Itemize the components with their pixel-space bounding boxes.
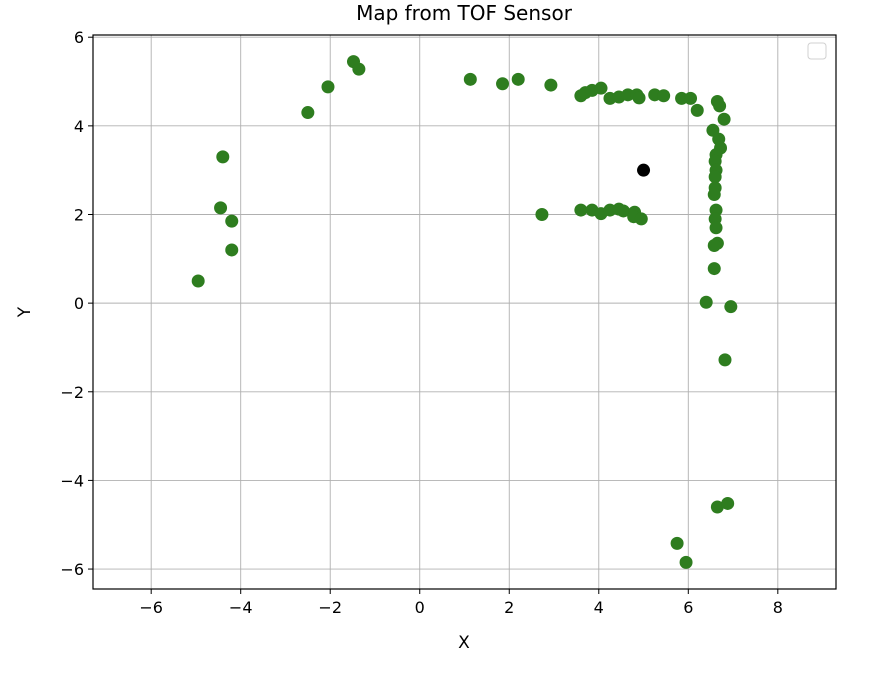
map-point <box>632 91 646 105</box>
map-point <box>634 212 648 226</box>
map-point <box>214 201 228 215</box>
map-point <box>463 72 477 86</box>
map-point <box>718 353 732 367</box>
map-point <box>675 91 689 105</box>
x-tick-label: 2 <box>504 598 514 617</box>
map-point <box>535 207 549 221</box>
map-point <box>721 496 735 510</box>
map-point <box>352 62 366 76</box>
map-point <box>544 78 558 92</box>
map-point <box>724 300 738 314</box>
x-tick-label: 0 <box>415 598 425 617</box>
y-axis-label: Y <box>15 306 35 318</box>
map-point <box>670 536 684 550</box>
y-tick-label: 2 <box>74 205 84 224</box>
map-point <box>690 103 704 117</box>
x-tick-label: −2 <box>318 598 342 617</box>
map-point <box>225 243 239 257</box>
map-point <box>616 204 630 218</box>
y-tick-label: 6 <box>74 28 84 47</box>
chart-title: Map from TOF Sensor <box>356 1 573 25</box>
x-tick-label: 6 <box>683 598 693 617</box>
y-tick-label: 4 <box>74 117 84 136</box>
map-point <box>707 188 721 202</box>
map-point <box>707 239 721 253</box>
y-tick-label: 0 <box>74 294 84 313</box>
map-point <box>191 274 205 288</box>
map-point <box>717 112 731 126</box>
map-point <box>594 81 608 95</box>
map-point <box>225 214 239 228</box>
map-point <box>707 262 721 276</box>
y-tick-label: −4 <box>60 471 84 490</box>
map-point <box>621 88 635 102</box>
x-axis-label: X <box>458 633 470 653</box>
x-tick-label: 8 <box>773 598 783 617</box>
y-tick-label: −2 <box>60 383 84 402</box>
plot-frame <box>92 34 837 590</box>
y-tick-label: −6 <box>60 560 84 579</box>
map-point <box>684 91 698 105</box>
map-point <box>496 77 510 91</box>
x-tick-label: 4 <box>594 598 604 617</box>
map-point <box>713 99 727 113</box>
data-points <box>191 55 738 569</box>
map-point <box>301 106 315 120</box>
map-point <box>511 72 525 86</box>
map-point <box>679 555 693 569</box>
map-point <box>216 150 230 164</box>
legend-box <box>807 42 827 60</box>
map-point <box>657 89 671 103</box>
map-point <box>709 221 723 235</box>
map-point <box>708 170 722 184</box>
axis-ticks: −6 −4 −2 0 2 4 6 8 −6 −4 −2 0 2 4 6 <box>60 28 783 617</box>
sensor-point <box>637 163 651 177</box>
map-point <box>699 295 713 309</box>
map-point <box>574 203 588 217</box>
x-tick-label: −6 <box>139 598 163 617</box>
map-point <box>710 500 724 514</box>
x-tick-label: −4 <box>229 598 253 617</box>
map-point <box>321 80 335 94</box>
